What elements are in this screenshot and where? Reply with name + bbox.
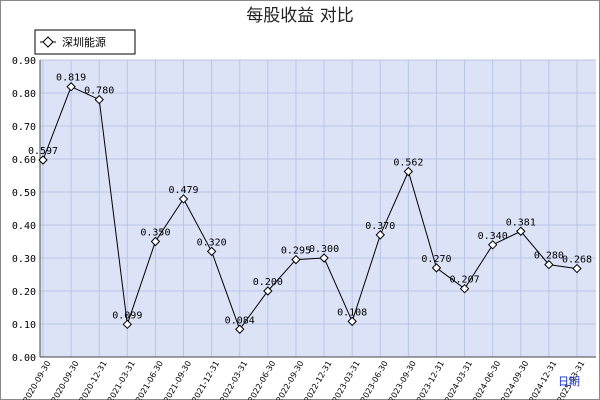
data-label: 0.381 <box>506 217 536 228</box>
x-tick-label: 2020-09-30 <box>22 359 53 400</box>
x-tick-label: 2022-06-30 <box>246 359 277 400</box>
data-point <box>431 263 442 273</box>
data-label: 0.597 <box>28 146 58 157</box>
y-tick-label: 0.30 <box>12 254 36 265</box>
chart-title: 每股收益 对比 <box>246 6 353 26</box>
x-tick-label: 2023-03-31 <box>331 359 362 400</box>
data-label: 0.084 <box>225 315 255 326</box>
data-point <box>459 283 470 294</box>
x-tick-label: 2024-03-31 <box>443 359 474 400</box>
x-tick-label: 2021-06-30 <box>134 359 165 400</box>
x-tick-label: 2020-12-31 <box>78 359 109 400</box>
legend-diamond-icon <box>42 36 54 48</box>
data-label: 0.270 <box>421 254 451 265</box>
data-point <box>122 319 133 330</box>
data-label: 0.280 <box>534 251 564 262</box>
y-axis-ticks: 0.00 0.10 0.20 0.30 0.40 0.50 0.60 0.70 0.80 0.90 <box>12 56 36 364</box>
data-points <box>38 82 582 334</box>
data-point <box>263 286 273 296</box>
x-tick-label: 2022-09-30 <box>274 359 305 400</box>
x-tick-label: 2024-06-30 <box>471 359 502 400</box>
data-point <box>94 94 104 105</box>
data-point <box>206 246 217 257</box>
data-label: 0.200 <box>253 277 283 288</box>
x-tick-label: 2023-06-30 <box>359 359 390 400</box>
data-label: 0.268 <box>562 255 592 266</box>
data-label: 0.295 <box>281 246 311 257</box>
data-point <box>319 253 329 263</box>
data-point <box>178 194 189 204</box>
y-tick-label: 0.70 <box>12 122 36 133</box>
series-line-shenzhen-energy <box>42 86 578 331</box>
data-label: 0.562 <box>393 158 423 169</box>
data-label: 0.300 <box>309 244 339 255</box>
data-label: 0.350 <box>140 228 170 239</box>
y-tick-label: 0.90 <box>12 56 36 67</box>
x-axis-label: 日期 <box>558 375 580 388</box>
y-tick-label: 0.80 <box>12 89 36 100</box>
data-label: 0.320 <box>197 237 227 248</box>
data-label: 0.340 <box>478 231 508 242</box>
y-tick-label: 0.10 <box>12 320 36 331</box>
data-point <box>375 230 385 240</box>
data-labels: 0.597 0.819 0.780 0.099 0.350 0.479 0.320 0.084… <box>28 73 592 327</box>
data-point <box>235 324 245 334</box>
x-tick-label: 2023-09-30 <box>387 359 418 400</box>
data-point <box>516 226 526 236</box>
data-point <box>66 82 76 92</box>
data-label: 0.780 <box>84 86 114 97</box>
data-label: 0.207 <box>450 275 480 286</box>
data-point <box>572 263 582 274</box>
data-point <box>150 236 161 247</box>
x-tick-label: 2021-12-31 <box>190 359 221 400</box>
grid-lines <box>40 59 596 358</box>
y-tick-label: 0.60 <box>12 155 36 166</box>
data-point <box>347 316 357 327</box>
data-label: 0.108 <box>337 307 367 318</box>
data-label: 0.819 <box>56 73 86 84</box>
y-tick-label: 0.50 <box>12 188 36 199</box>
x-tick-label: 2021-03-31 <box>106 359 137 400</box>
legend-label-shenzhen-energy: 深圳能源 <box>62 35 106 49</box>
data-point <box>291 254 301 265</box>
x-tick-label: 2022-03-31 <box>218 359 249 400</box>
x-tick-label: 2020-09-30 <box>50 359 81 400</box>
data-point <box>38 155 48 165</box>
data-label: 0.479 <box>168 185 198 196</box>
data-point <box>544 259 554 270</box>
x-tick-label: 2024-09-30 <box>499 359 530 400</box>
data-label: 0.370 <box>365 221 395 232</box>
y-tick-label: 0.20 <box>12 287 36 298</box>
x-axis-ticks: 2020-09-302020-09-302020-12-312021-03-31… <box>22 359 587 400</box>
legend: 深圳能源 <box>34 29 136 55</box>
x-tick-label: 2022-12-31 <box>303 359 334 400</box>
x-tick-label: 2023-12-31 <box>415 359 446 400</box>
x-tick-label: 2021-09-30 <box>162 359 193 400</box>
data-point <box>403 166 414 177</box>
y-tick-label: 0.00 <box>12 353 36 364</box>
data-point <box>487 240 498 250</box>
data-label: 0.099 <box>112 310 142 321</box>
y-tick-label: 0.40 <box>12 221 36 232</box>
x-tick-label: 2024-12-31 <box>527 359 558 400</box>
